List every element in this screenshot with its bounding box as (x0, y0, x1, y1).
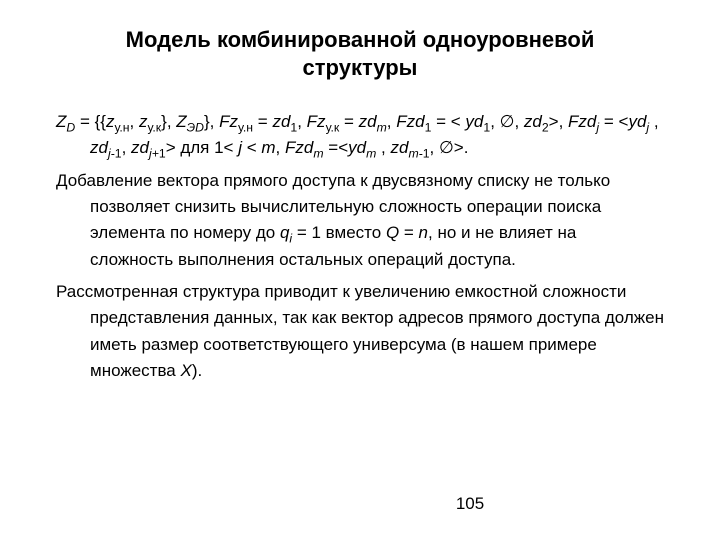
t: = (339, 112, 358, 131)
t: zd (390, 138, 408, 157)
paragraph-3: Рассмотренная структура приводит к увели… (56, 279, 664, 384)
t: q (280, 223, 289, 242)
paragraph-formula: ZD = {{zу.н, zу.к}, ZЭD}, Fzу.н = zd1, F… (56, 109, 664, 162)
t: = (399, 223, 418, 242)
t: 1 (159, 147, 166, 161)
t: > для 1< (166, 138, 239, 157)
t: j+ (149, 147, 159, 161)
t: , (276, 138, 285, 157)
t: =< (324, 138, 349, 157)
t: Q (386, 223, 399, 242)
t: m (261, 138, 275, 157)
t: , (297, 112, 306, 131)
t: X (180, 361, 191, 380)
t: D (66, 120, 75, 134)
t: Fz (307, 112, 326, 131)
t: j- (108, 147, 115, 161)
t: }, (161, 112, 176, 131)
t: = < (604, 112, 629, 131)
t: zd (272, 112, 290, 131)
t: zd (90, 138, 108, 157)
t: zd (524, 112, 542, 131)
t: , (649, 112, 658, 131)
title-line-2: структуры (303, 55, 418, 80)
t: 1 (423, 147, 430, 161)
t: Fz (219, 112, 238, 131)
t: yd (465, 112, 483, 131)
t: , ∅>. (430, 138, 469, 157)
t: , (387, 112, 396, 131)
t: zd (359, 112, 377, 131)
t: m (313, 147, 323, 161)
t: у.н (238, 120, 253, 134)
t: 2 (542, 120, 549, 134)
t: m (377, 120, 387, 134)
slide-title: Модель комбинированной одноуровневой стр… (56, 26, 664, 81)
t: m- (408, 147, 422, 161)
t: m (366, 147, 376, 161)
t: = (253, 112, 272, 131)
t: у.н (114, 120, 129, 134)
t: , (376, 138, 390, 157)
t: n (419, 223, 428, 242)
t: Z (176, 112, 186, 131)
t: у.к (147, 120, 161, 134)
t: j (596, 120, 599, 134)
t: , (122, 138, 131, 157)
t: = {{ (75, 112, 106, 131)
t: = 1 вместо (292, 223, 386, 242)
t: ). (192, 361, 202, 380)
t: Fzd (568, 112, 596, 131)
t: Fzd (285, 138, 313, 157)
t: , (130, 112, 139, 131)
t: = < (431, 112, 465, 131)
t: Z (56, 112, 66, 131)
t: yd (348, 138, 366, 157)
title-line-1: Модель комбинированной одноуровневой (126, 27, 595, 52)
t: ЭD (187, 120, 204, 134)
t: yd (628, 112, 646, 131)
page-number: 105 (110, 494, 720, 514)
paragraph-2: Добавление вектора прямого доступа к дву… (56, 168, 664, 273)
t: >, (549, 112, 568, 131)
t: 1 (115, 147, 122, 161)
t: zd (131, 138, 149, 157)
t: < (242, 138, 261, 157)
t: Рассмотренная структура приводит к увели… (56, 282, 664, 380)
t: Fzd (396, 112, 424, 131)
t: у.к (326, 120, 340, 134)
slide: Модель комбинированной одноуровневой стр… (0, 0, 720, 540)
t: }, (204, 112, 219, 131)
t: , ∅, (490, 112, 524, 131)
